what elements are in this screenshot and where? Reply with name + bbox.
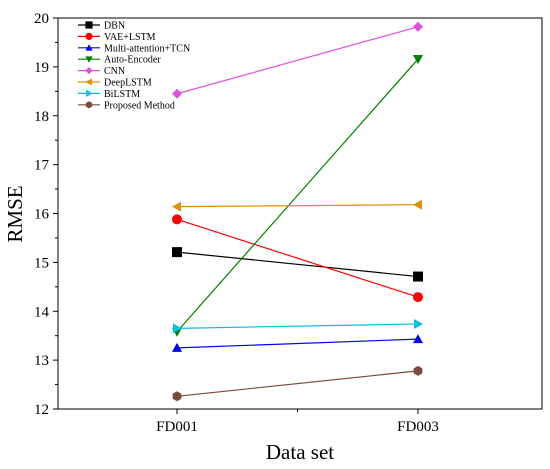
series-line (176, 323, 419, 329)
data-point (413, 334, 423, 344)
legend-marker (85, 67, 93, 75)
series-line (176, 26, 419, 95)
data-point (413, 365, 423, 376)
legend: DBNVAE+LSTMMulti-attention+TCNAuto-Encod… (78, 21, 190, 111)
data-point (172, 342, 182, 352)
legend-item: CNN (78, 66, 125, 77)
data-point (414, 318, 423, 329)
y-tick-label: 19 (34, 60, 49, 76)
legend-item: Auto-Encoder (78, 55, 161, 66)
series-line (176, 338, 419, 349)
legend-marker (85, 56, 93, 63)
data-point (413, 21, 423, 32)
legend-marker (85, 101, 93, 109)
series-bilstm (173, 318, 423, 334)
legend-item: DBN (78, 21, 125, 32)
x-tick-label: FD001 (156, 419, 198, 435)
data-point (172, 201, 181, 212)
legend-item: DeepLSTM (78, 78, 152, 89)
series-multi-attention-tcn (172, 334, 423, 352)
legend-item: BiLSTM (78, 89, 140, 100)
legend-marker (85, 32, 93, 41)
series-line (176, 218, 419, 298)
legend-marker (85, 78, 92, 86)
y-tick-label: 14 (34, 304, 50, 320)
y-ticks: 12 13 14 15 16 17 18 19 20 (34, 11, 58, 418)
legend-label: CNN (104, 66, 125, 77)
series-proposed-method (172, 365, 423, 402)
legend-label: BiLSTM (104, 89, 140, 100)
data-point (413, 199, 422, 210)
legend-label: Auto-Encoder (104, 55, 161, 66)
series-auto-encoder (172, 55, 423, 337)
series-line (176, 251, 419, 278)
legend-marker (86, 89, 93, 97)
x-tick-label: FD003 (397, 419, 439, 435)
y-tick-label: 16 (34, 207, 50, 223)
data-point (172, 214, 182, 225)
series-line (176, 58, 419, 333)
legend-item: Proposed Method (78, 100, 175, 111)
legend-label: VAE+LSTM (104, 32, 156, 43)
y-tick-label: 18 (34, 109, 49, 125)
data-point (413, 271, 423, 282)
series-line (176, 370, 419, 397)
y-tick-label: 12 (34, 402, 49, 418)
series-dbn (172, 247, 423, 282)
series-cnn (172, 21, 423, 99)
legend-label: Proposed Method (104, 100, 175, 111)
legend-label: Multi-attention+TCN (104, 43, 190, 54)
data-point (172, 88, 182, 99)
legend-item: Multi-attention+TCN (78, 43, 190, 54)
data-point (172, 391, 182, 402)
y-tick-label: 20 (34, 11, 49, 27)
data-point (172, 247, 182, 258)
series-layer (172, 21, 423, 402)
x-ticks: FD001 FD003 (156, 409, 439, 435)
legend-label: DBN (104, 21, 125, 32)
series-deeplstm (172, 199, 422, 212)
data-point (413, 55, 423, 65)
y-tick-label: 17 (34, 158, 50, 174)
legend-marker (85, 21, 93, 29)
y-axis-title: RMSE (3, 185, 27, 242)
y-tick-label: 15 (34, 255, 49, 271)
y-tick-label: 13 (34, 353, 49, 369)
legend-marker (85, 44, 93, 51)
series-line (176, 204, 419, 208)
legend-label: DeepLSTM (104, 78, 152, 89)
series-vae-lstm (172, 214, 423, 303)
data-point (173, 323, 182, 334)
x-axis-title: Data set (266, 440, 334, 464)
legend-item: VAE+LSTM (78, 32, 156, 43)
data-point (413, 292, 423, 303)
